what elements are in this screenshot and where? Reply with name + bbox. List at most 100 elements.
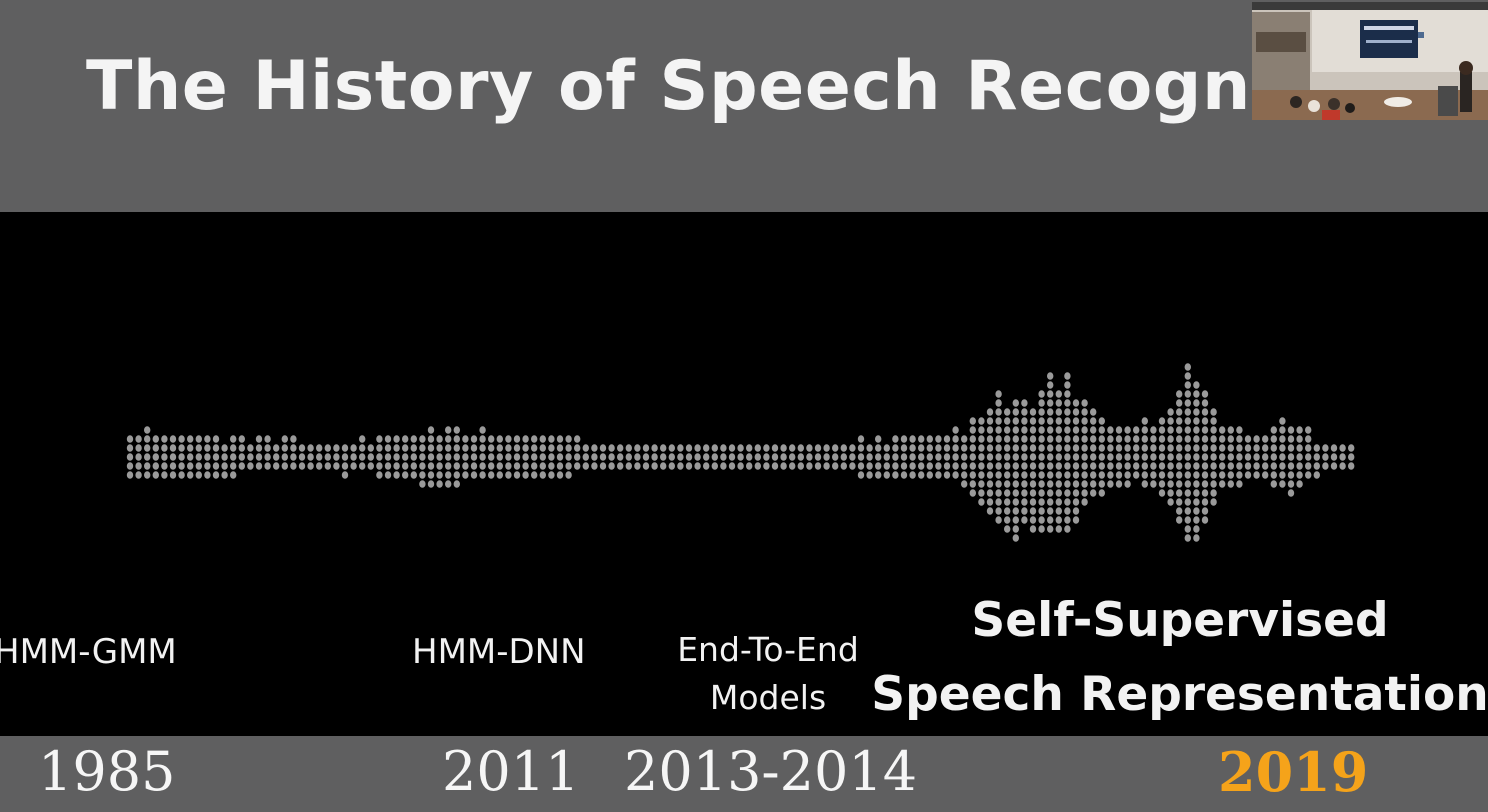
waveform-dot — [1193, 534, 1200, 542]
waveform-dot — [1081, 444, 1088, 452]
waveform-dot — [986, 453, 994, 461]
waveform-dot — [978, 444, 985, 452]
waveform-dot — [1287, 480, 1295, 488]
waveform-dot — [419, 480, 426, 488]
waveform-dot — [1021, 408, 1028, 416]
waveform-dot — [1004, 408, 1011, 416]
waveform-dot — [1141, 426, 1149, 434]
waveform-dot — [1047, 444, 1054, 452]
waveform-dot — [1081, 489, 1088, 497]
waveform-dot — [1141, 480, 1149, 488]
waveform-dot — [1270, 444, 1278, 452]
waveform-dot — [1184, 525, 1192, 533]
waveform-dot — [1270, 453, 1278, 461]
speaker-video-thumbnail[interactable] — [1252, 2, 1488, 120]
waveform-dot — [1210, 426, 1217, 434]
waveform-dot — [1021, 462, 1028, 470]
waveform-dot — [1047, 372, 1054, 380]
waveform-dot — [1029, 444, 1037, 452]
waveform-dot — [978, 462, 985, 470]
waveform-dot — [935, 453, 942, 461]
waveform-dot — [316, 453, 323, 461]
waveform-dot — [462, 471, 469, 479]
waveform-dot — [539, 444, 546, 452]
era-label-self-supervised-line2: Speech Representation — [871, 667, 1488, 722]
waveform-dot — [445, 462, 452, 470]
waveform-dot — [754, 462, 761, 470]
waveform-dot — [307, 462, 314, 470]
waveform-dot — [513, 444, 521, 452]
waveform-dot — [900, 444, 908, 452]
waveform-dot — [1296, 471, 1303, 479]
waveform-dot — [866, 462, 873, 470]
waveform-dot — [393, 462, 400, 470]
waveform-dot — [1004, 525, 1011, 533]
waveform-dot — [169, 471, 177, 479]
waveform-dot — [1201, 426, 1209, 434]
waveform-dot — [1072, 435, 1080, 443]
waveform-dot — [1193, 399, 1200, 407]
waveform-dot — [350, 453, 357, 461]
waveform-dot — [771, 444, 779, 452]
waveform-dot — [204, 453, 211, 461]
waveform-dot — [1184, 381, 1192, 389]
waveform-dot — [1158, 471, 1166, 479]
waveform-dot — [410, 435, 417, 443]
waveform-dot — [797, 453, 804, 461]
waveform-dot — [651, 444, 658, 452]
waveform-dot — [1038, 462, 1045, 470]
waveform-dot — [204, 435, 211, 443]
waveform-dot — [1072, 498, 1080, 506]
waveform-dot — [1141, 453, 1149, 461]
waveform-dot — [161, 471, 168, 479]
waveform-dot — [230, 462, 237, 470]
waveform-dot — [625, 462, 632, 470]
waveform-dot — [1322, 444, 1329, 452]
waveform-dot — [462, 444, 469, 452]
waveform-dot — [943, 471, 951, 479]
waveform-dot — [943, 435, 951, 443]
waveform-dot — [875, 453, 882, 461]
waveform-dot — [1150, 444, 1157, 452]
waveform-dot — [642, 444, 650, 452]
waveform-dot — [169, 444, 177, 452]
waveform-dot — [1064, 453, 1071, 461]
waveform-dot — [1270, 435, 1278, 443]
waveform-dot — [152, 435, 159, 443]
waveform-dot — [1201, 453, 1209, 461]
waveform-dot — [711, 444, 718, 452]
waveform-dot — [986, 489, 994, 497]
waveform-dot — [582, 444, 589, 452]
waveform-dot — [875, 435, 882, 443]
waveform-dot — [488, 453, 495, 461]
waveform-dot — [1167, 408, 1174, 416]
waveform-dot — [290, 462, 297, 470]
waveform-dot — [1150, 462, 1157, 470]
waveform-dot — [178, 435, 185, 443]
waveform-dot — [978, 417, 985, 425]
waveform-dot — [1064, 399, 1071, 407]
waveform-dot — [1012, 516, 1019, 524]
waveform-dot — [1201, 489, 1209, 497]
waveform-dot — [1012, 507, 1019, 515]
waveform-dot — [1004, 507, 1011, 515]
waveform-dot — [1098, 462, 1106, 470]
waveform-dot — [780, 453, 787, 461]
waveform-dot — [1004, 498, 1011, 506]
waveform-dot — [230, 471, 237, 479]
waveform-dot — [978, 426, 985, 434]
waveform-dot — [1064, 462, 1071, 470]
waveform-dot — [195, 471, 202, 479]
waveform-dot — [1081, 417, 1088, 425]
waveform-dot — [1219, 480, 1226, 488]
waveform-dot — [221, 453, 228, 461]
waveform-dot — [995, 444, 1002, 452]
waveform-dot — [436, 444, 443, 452]
waveform-dot — [1072, 408, 1080, 416]
waveform-dot — [1279, 444, 1286, 452]
waveform-dot — [144, 471, 151, 479]
waveform-dot — [367, 444, 374, 452]
waveform-dot — [1210, 462, 1217, 470]
waveform-dot — [978, 453, 985, 461]
waveform-dot — [720, 453, 727, 461]
